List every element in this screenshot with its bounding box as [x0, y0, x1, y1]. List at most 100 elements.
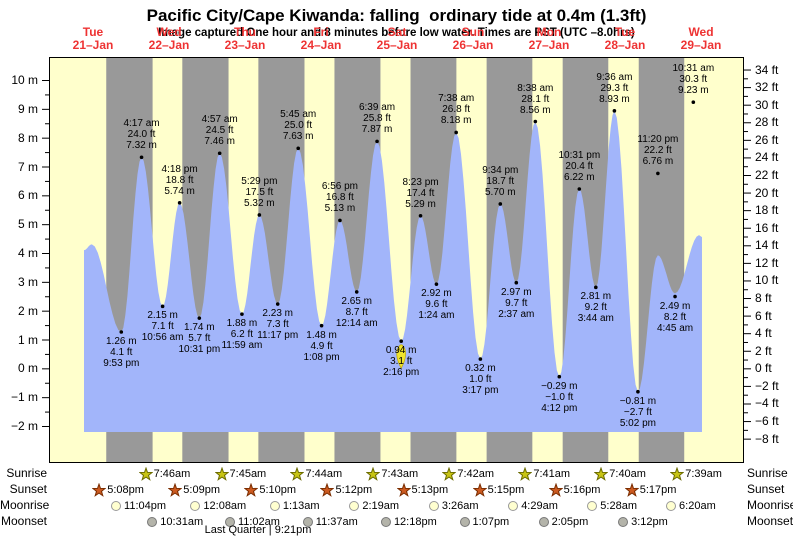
high-tide-meters: 8.18 m — [440, 115, 472, 127]
feet-axis-label-text: 8 ft — [755, 291, 772, 306]
sunset-entry: 5:13pm — [396, 482, 448, 497]
sunset-time: 5:08pm — [107, 483, 144, 496]
moonset-time: 11:02am — [237, 515, 280, 528]
feet-axis-label-text: 30 ft — [755, 97, 779, 112]
sunrise-entry: 7:46am — [138, 466, 190, 481]
low-tide-feet: 6.2 ft — [230, 329, 254, 341]
low-tide-annotation: 2.15 m 7.1 ft 10:56 am — [127, 310, 199, 343]
meters-axis-label-text: 7 m — [17, 159, 38, 174]
meters-axis-label: 4 m — [0, 246, 38, 260]
high-tide-annotation: 5:29 pm 17.5 ft 5.32 m — [223, 176, 295, 209]
day-name: Fri — [313, 25, 329, 39]
sunrise-star-icon — [518, 466, 533, 481]
high-tide-time: 10:31 pm — [558, 149, 601, 161]
day-label: Sun 26–Jan — [440, 26, 506, 52]
sunset-time: 5:16pm — [563, 483, 601, 496]
low-tide-time: 10:56 am — [141, 332, 184, 344]
moonset-entry: 3:12pm — [618, 514, 668, 529]
high-tide-meters: 7.46 m — [204, 136, 235, 148]
feet-axis-label-text: 6 ft — [755, 308, 772, 323]
meters-axis-label: 10 m — [0, 73, 38, 87]
low-tide-feet: 7.3 ft — [266, 319, 289, 331]
low-tide-meters: 1.74 m — [184, 322, 215, 334]
low-tide-feet: −1.0 ft — [545, 391, 574, 403]
tide-event-dot — [533, 119, 538, 124]
tide-event-dot — [418, 214, 423, 218]
sunrise-row-label-right: Sunrise — [747, 466, 788, 480]
moonrise-entry: 2:19am — [349, 498, 399, 513]
sunrise-time: 7:42am — [457, 467, 495, 480]
high-tide-meters: 5.29 m — [405, 198, 436, 210]
high-tide-feet: 30.3 ft — [679, 74, 708, 86]
moonrise-row-label-left: Moonrise — [0, 498, 50, 512]
high-tide-annotation: 8:23 pm 17.4 ft 5.29 m — [385, 177, 457, 210]
feet-axis-label-text: 12 ft — [755, 255, 779, 270]
low-tide-feet: 9.7 ft — [505, 297, 528, 309]
high-tide-time: 6:39 am — [358, 102, 396, 114]
sunset-time: 5:17pm — [639, 483, 677, 496]
sunset-time: 5:09pm — [183, 483, 220, 496]
low-tide-feet: 5.7 ft — [188, 333, 211, 345]
feet-axis-label: 12 ft — [755, 256, 793, 270]
feet-axis-label: −4 ft — [755, 396, 793, 410]
day-name: Wed — [156, 25, 182, 39]
sunrise-entry: 7:40am — [594, 466, 646, 481]
sunrise-star-icon — [138, 466, 153, 481]
tide-event-dot — [399, 339, 403, 344]
sunset-entry: 5:15pm — [472, 482, 524, 497]
meters-axis-label-text: 3 m — [17, 274, 38, 289]
high-tide-time: 9:34 pm — [482, 164, 519, 176]
day-name: Mon — [536, 25, 562, 39]
moonrise-icon — [587, 500, 598, 511]
day-date: 23–Jan — [224, 38, 266, 52]
high-tide-annotation: 11:20 pm 22.2 ft 6.76 m — [622, 134, 694, 167]
sunset-entry: 5:16pm — [548, 482, 601, 497]
feet-axis-label: 32 ft — [755, 80, 793, 94]
high-tide-feet: 25.8 ft — [363, 113, 391, 125]
tide-event-dot — [338, 218, 342, 223]
high-tide-time: 4:17 am — [123, 118, 160, 130]
feet-axis-label: 2 ft — [755, 344, 793, 358]
sunrise-star-icon — [214, 466, 229, 481]
feet-axis-label: 28 ft — [755, 115, 793, 129]
high-tide-feet: 28.1 ft — [521, 93, 550, 105]
high-tide-feet: 17.4 ft — [406, 187, 435, 199]
low-tide-annotation: 2.49 m 8.2 ft 4:45 am — [639, 301, 711, 334]
day-date: 26–Jan — [452, 38, 494, 52]
moonrise-time: 1:13am — [282, 499, 320, 512]
high-tide-time: 11:20 pm — [637, 134, 679, 146]
low-tide-meters: 2.81 m — [580, 291, 612, 303]
tide-event-dot — [217, 151, 222, 156]
low-tide-time: 11:59 am — [221, 340, 263, 352]
meters-axis-label-text: 2 m — [17, 303, 38, 318]
tide-event-dot — [656, 171, 660, 176]
moonset-icon — [618, 516, 629, 527]
tide-event-dot — [636, 389, 640, 394]
high-tide-time: 5:45 am — [280, 109, 317, 121]
sunset-star-icon — [168, 482, 183, 497]
low-tide-annotation: 0.32 m 1.0 ft 3:17 pm — [444, 363, 516, 396]
high-tide-meters: 5.13 m — [324, 203, 356, 215]
high-tide-meters: 7.87 m — [361, 124, 393, 136]
feet-axis-label: 8 ft — [755, 291, 793, 305]
moonrise-time: 5:28am — [600, 499, 637, 512]
moonset-time: 1:07pm — [472, 515, 510, 528]
sunrise-time: 7:44am — [305, 467, 343, 480]
moonset-entry: 12:18pm — [380, 514, 437, 529]
high-tide-annotation: 4:17 am 24.0 ft 7.32 m — [106, 118, 178, 151]
tide-event-dot — [375, 139, 379, 144]
tide-event-dot — [514, 280, 519, 285]
low-tide-annotation: −0.81 m −2.7 ft 5:02 pm — [602, 396, 674, 429]
meters-axis-label: 3 m — [0, 275, 38, 289]
tide-event-dot — [119, 330, 124, 334]
moonrise-entry: 11:04pm — [111, 498, 166, 513]
moonset-icon — [302, 516, 313, 527]
high-tide-feet: 26.8 ft — [442, 104, 471, 116]
day-date: 28–Jan — [604, 38, 646, 52]
high-tide-time: 5:29 pm — [241, 175, 278, 187]
sunrise-time: 7:43am — [381, 467, 419, 480]
tide-event-dot — [434, 282, 439, 286]
high-tide-feet: 29.3 ft — [600, 82, 629, 94]
